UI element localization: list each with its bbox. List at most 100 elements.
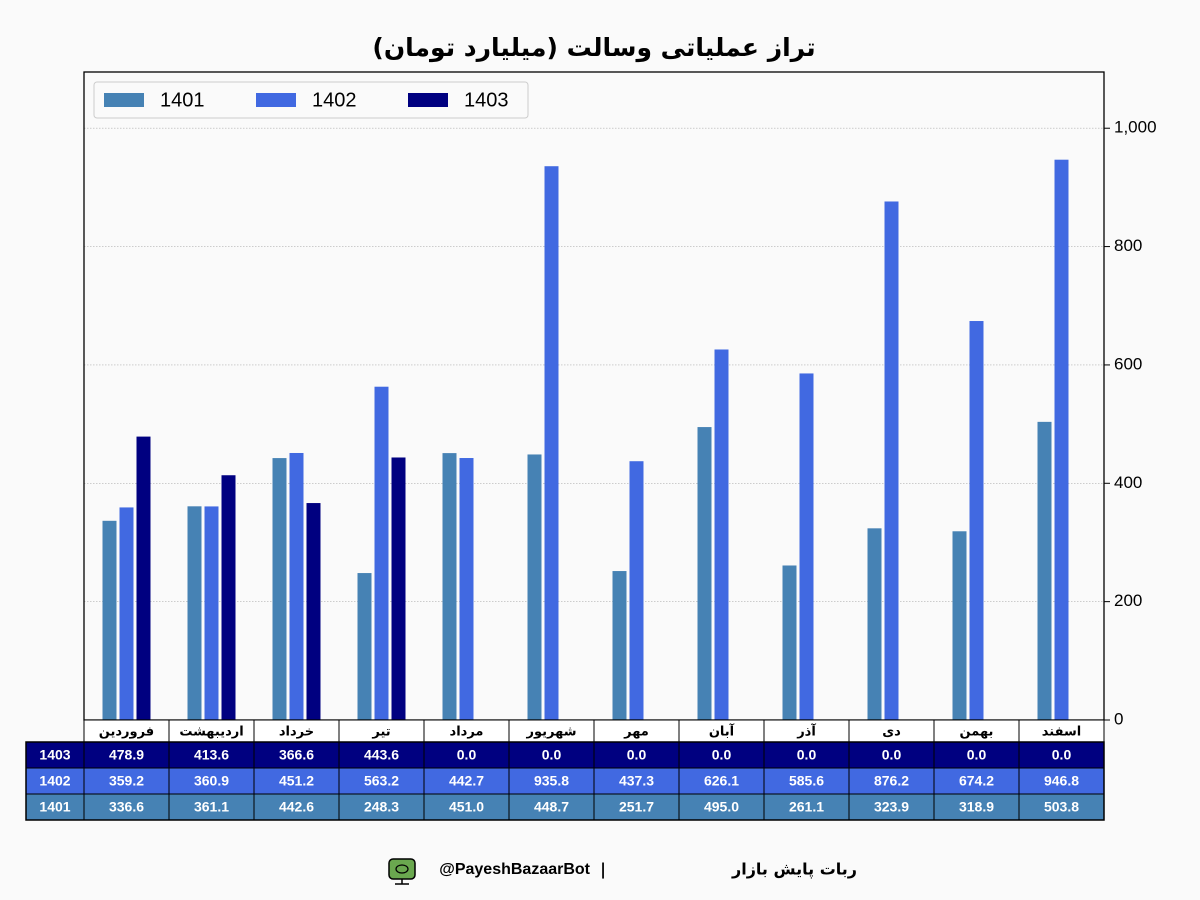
- bar: [459, 458, 474, 720]
- table-row-label: 1403: [39, 747, 70, 763]
- table-value: 0.0: [457, 747, 477, 763]
- legend-swatch: [104, 93, 144, 107]
- x-tick-label: فروردین: [99, 725, 154, 740]
- legend-label: 1401: [160, 89, 205, 111]
- table-value: 251.7: [619, 799, 654, 815]
- bar: [697, 427, 712, 720]
- table-value: 0.0: [882, 747, 902, 763]
- x-tick-label: آذر: [796, 723, 816, 740]
- table-value: 261.1: [789, 799, 824, 815]
- bar: [187, 506, 202, 720]
- table-cell: [933, 793, 1020, 821]
- y-tick-label: 1,000: [1114, 118, 1157, 137]
- table-value: 318.9: [959, 799, 994, 815]
- bar: [544, 166, 559, 721]
- bar: [204, 506, 219, 720]
- bar: [306, 503, 321, 720]
- footer: ربات پایش بازار | @PayeshBazaarBot: [388, 858, 857, 885]
- table-cell: [423, 741, 510, 769]
- table-cell: [678, 793, 765, 821]
- bar: [221, 475, 236, 720]
- bot-name: ربات پایش بازار: [731, 860, 857, 880]
- table-value: 248.3: [364, 799, 399, 815]
- bar: [782, 565, 797, 720]
- table-value: 935.8: [534, 773, 569, 789]
- table-value: 336.6: [109, 799, 144, 815]
- table-row-label-cell: [25, 767, 85, 795]
- table-cell: [83, 767, 170, 795]
- x-tick-label: شهریور: [526, 725, 577, 740]
- x-tick-label: اسفند: [1042, 725, 1081, 740]
- legend-swatch: [408, 93, 448, 107]
- bar: [1054, 159, 1069, 721]
- table-value: 495.0: [704, 799, 739, 815]
- chart-title: تراز عملیاتی وسالت (میلیارد تومان): [372, 33, 815, 63]
- table-value: 876.2: [874, 773, 909, 789]
- x-tick-label: مهر: [623, 725, 649, 740]
- bar: [374, 386, 389, 720]
- table-value: 0.0: [627, 747, 647, 763]
- bar: [612, 571, 627, 720]
- x-tick-label: مرداد: [450, 725, 484, 740]
- table-cell: [508, 741, 595, 769]
- table-value: 503.8: [1044, 799, 1079, 815]
- table-value: 0.0: [542, 747, 562, 763]
- table-row-label: 1402: [39, 773, 70, 789]
- table-cell: [593, 767, 680, 795]
- bar: [1037, 421, 1052, 720]
- bar: [272, 458, 287, 720]
- table-value: 0.0: [967, 747, 987, 763]
- separator: |: [600, 860, 606, 880]
- x-tick-label: تیر: [371, 725, 390, 740]
- table-cell: [678, 741, 765, 769]
- bar: [969, 321, 984, 720]
- table-value: 366.6: [279, 747, 314, 763]
- table-cell: [1018, 741, 1105, 769]
- table-row-label: 1401: [39, 799, 70, 815]
- table-value: 946.8: [1044, 773, 1079, 789]
- table-value: 626.1: [704, 773, 739, 789]
- x-tick-label: دی: [882, 725, 901, 740]
- legend-label: 1403: [464, 89, 509, 111]
- table-cell: [83, 793, 170, 821]
- table-value: 448.7: [534, 799, 569, 815]
- table-value: 478.9: [109, 747, 144, 763]
- table-cell: [848, 741, 935, 769]
- bar: [357, 573, 372, 720]
- bar: [714, 349, 729, 720]
- table-cell: [848, 767, 935, 795]
- table-value: 0.0: [797, 747, 817, 763]
- table-value: 585.6: [789, 773, 824, 789]
- table-value: 413.6: [194, 747, 229, 763]
- table-value: 442.6: [279, 799, 314, 815]
- legend-label: 1402: [312, 89, 357, 111]
- legend-swatch: [256, 93, 296, 107]
- bar: [136, 436, 151, 720]
- bar: [799, 373, 814, 720]
- table-value: 359.2: [109, 773, 144, 789]
- bar: [867, 528, 882, 720]
- y-tick-label: 600: [1114, 354, 1142, 373]
- table-cell: [678, 767, 765, 795]
- x-tick-label: آبان: [709, 723, 735, 740]
- table-value: 563.2: [364, 773, 399, 789]
- bar: [527, 454, 542, 720]
- bar: [119, 507, 134, 720]
- legend-box: [93, 81, 529, 119]
- table-value: 674.2: [959, 773, 994, 789]
- table-value: 451.0: [449, 799, 484, 815]
- table-value: 0.0: [1052, 747, 1072, 763]
- table-cell: [168, 767, 255, 795]
- bar: [884, 201, 899, 721]
- bar: [629, 461, 644, 720]
- x-tick-label: اردیبهشت: [179, 725, 243, 740]
- table-value: 361.1: [194, 799, 229, 815]
- table-value: 323.9: [874, 799, 909, 815]
- bar: [391, 457, 406, 720]
- bar: [289, 452, 304, 720]
- table-cell: [423, 793, 510, 821]
- table-cell: [593, 793, 680, 821]
- table-cell: [338, 741, 425, 769]
- y-tick-label: 800: [1114, 236, 1142, 255]
